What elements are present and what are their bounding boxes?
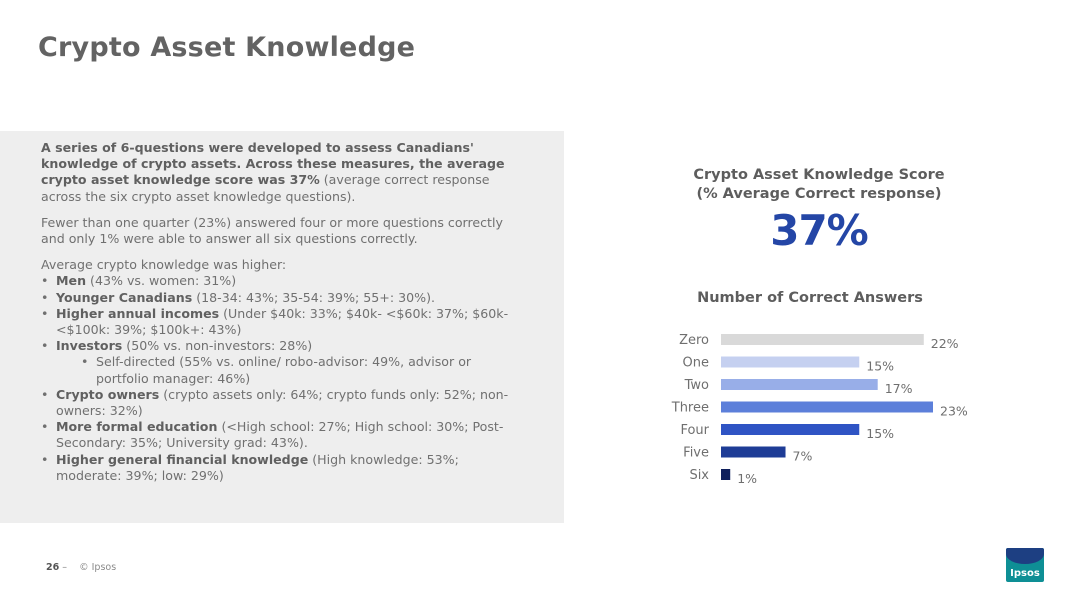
ipsos-logo: Ipsos [1006, 548, 1044, 582]
finding-label: More formal education [56, 419, 218, 435]
copyright: © Ipsos [79, 562, 117, 573]
category-label: Zero [679, 333, 709, 348]
category-label: Six [689, 468, 709, 483]
finding-label: Higher annual incomes [56, 305, 220, 321]
summary-paragraph-1-rest: (average correct response across the six… [41, 172, 490, 204]
chart-title: Number of Correct Answers [697, 290, 923, 306]
finding-detail: (<High school: 27%; High school: 30%; Po… [56, 419, 504, 451]
finding-detail: (crypto assets only: 64%; crypto funds o… [56, 386, 509, 419]
bar [721, 424, 860, 435]
category-label: Five [683, 446, 709, 461]
category-label: Four [680, 423, 709, 438]
data-label: 1% [737, 471, 757, 486]
finding-label: Younger Canadians [56, 289, 193, 305]
bar [721, 334, 924, 345]
footer-separator: – [62, 562, 68, 573]
data-label: 22% [931, 336, 959, 351]
summary-paragraph-1: A series of 6-questions were developed t… [41, 140, 520, 205]
bar [721, 379, 878, 390]
finding-detail: (50% vs. non-investors: 28%) [122, 338, 313, 354]
category-label: Two [684, 378, 709, 393]
data-label: 15% [866, 359, 894, 374]
summary-paragraph-1-bold: A series of 6-questions were developed t… [41, 140, 505, 188]
bar [721, 469, 731, 480]
finding-item: Younger Canadians (18-34: 43%; 35-54: 39… [41, 290, 520, 306]
score-title-line-2: (% Average Correct response) [696, 186, 942, 202]
category-label: Three [671, 401, 709, 416]
finding-label: Higher general financial knowledge [56, 451, 309, 467]
data-label: 7% [793, 449, 813, 464]
data-label: 23% [940, 404, 968, 419]
finding-label: Men [56, 273, 87, 289]
finding-detail: (High knowledge: 53%; moderate: 39%; low… [56, 451, 459, 483]
finding-item: Crypto owners (crypto assets only: 64%; … [41, 387, 520, 419]
finding-item: Men (43% vs. women: 31%) [41, 273, 520, 289]
score-title: Crypto Asset Knowledge Score (% Average … [680, 166, 958, 204]
page-title: Crypto Asset Knowledge [38, 32, 416, 63]
data-label: 17% [885, 381, 913, 396]
findings-list: Men (43% vs. women: 31%) Younger Canadia… [41, 273, 520, 484]
bar [721, 446, 786, 458]
bar [721, 401, 933, 413]
finding-item: Investors (50% vs. non-investors: 28%) [41, 338, 520, 354]
summary-paragraph-3-intro: Average crypto knowledge was higher: [41, 257, 287, 273]
finding-sub-item: Self-directed (55% vs. online/ robo-advi… [41, 354, 520, 386]
score-value: 37% [770, 206, 869, 255]
score-title-line-1: Crypto Asset Knowledge Score [693, 167, 945, 183]
logo-text: Ipsos [1010, 568, 1040, 579]
bar [721, 356, 860, 368]
summary-paragraph-2: Fewer than one quarter (23%) answered fo… [41, 214, 503, 247]
data-label: 15% [866, 426, 894, 441]
logo-top-shape [1006, 548, 1044, 564]
category-label: One [683, 356, 709, 371]
finding-detail: (18-34: 43%; 35-54: 39%; 55+: 30%). [192, 289, 436, 305]
correct-answers-bar-chart: Zero 22% One 15% Two 17% Three 23% Four 15% Five 7%… [671, 333, 968, 486]
finding-detail: (43% vs. women: 31%) [86, 273, 237, 289]
finding-detail: (Under $40k: 33%; $40k- <$60k: 37%; $60k… [56, 305, 509, 338]
summary-panel: A series of 6-questions were developed t… [0, 131, 564, 523]
finding-item: Higher annual incomes (Under $40k: 33%; … [41, 306, 520, 338]
finding-item: Higher general financial knowledge (High… [41, 452, 520, 484]
finding-label: Investors [56, 338, 123, 354]
footer: 26 – © Ipsos [46, 562, 116, 573]
page-number: 26 [46, 562, 60, 573]
finding-label: Crypto owners [56, 386, 160, 402]
finding-item: More formal education (<High school: 27%… [41, 419, 520, 451]
